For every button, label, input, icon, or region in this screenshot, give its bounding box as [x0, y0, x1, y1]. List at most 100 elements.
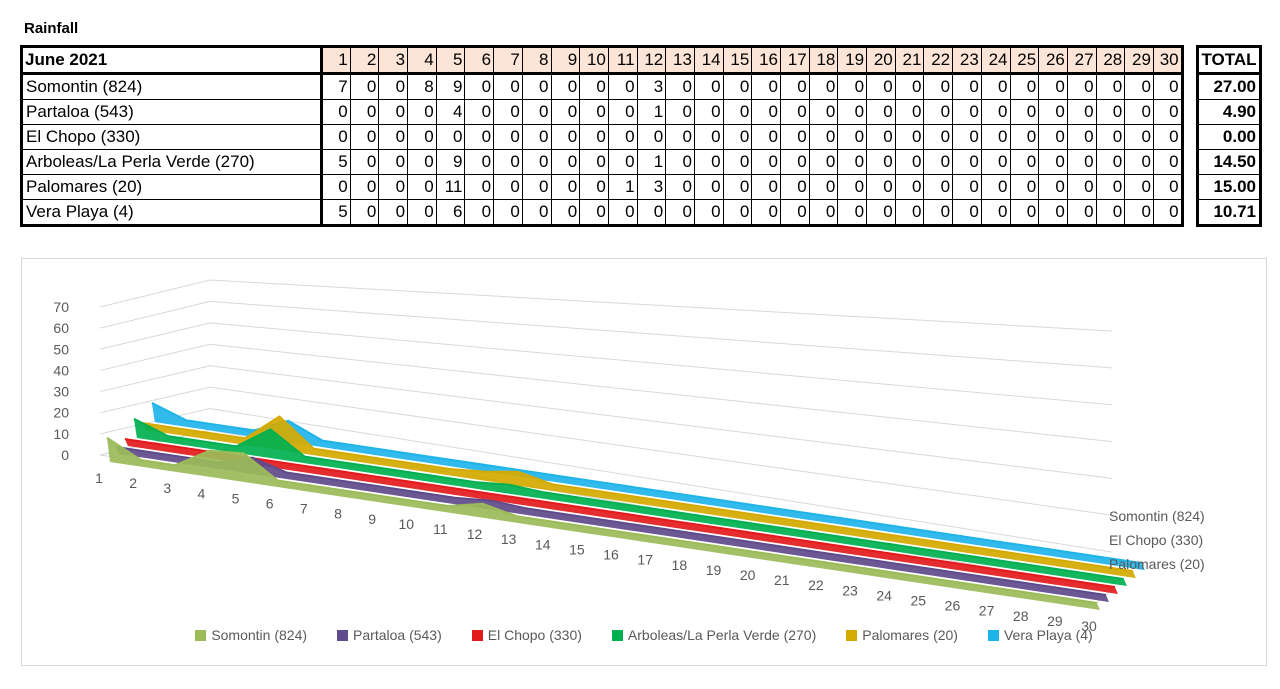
- rain-cell: 0: [550, 73, 581, 100]
- rain-cell: 0: [1066, 199, 1097, 226]
- rain-cell: 0: [378, 124, 409, 150]
- rain-cell: 0: [1124, 199, 1154, 226]
- rain-cell: 0: [693, 73, 724, 100]
- rain-cell: 0: [349, 199, 380, 226]
- x-tick-label: 15: [569, 541, 585, 557]
- rain-cell: 0: [980, 149, 1011, 175]
- rain-cell: 0: [866, 99, 896, 125]
- rain-cell: 0: [722, 124, 753, 150]
- rain-cell: 0: [980, 124, 1011, 150]
- rain-cell: 0: [349, 149, 380, 175]
- legend-label: Vera Playa (4): [1003, 627, 1093, 643]
- day-header: 19: [837, 46, 868, 75]
- rain-cell: 0: [579, 124, 609, 150]
- rain-cell: 0: [579, 149, 609, 175]
- rain-cell: 8: [407, 73, 437, 100]
- rainfall-table: June 2021 1 2 3 4 5 6 7 8 9 10 11 12 13 14 15 16 17 18 19 20…: [20, 45, 1184, 227]
- day-header: 1: [321, 46, 351, 75]
- total-row: 4.90: [1197, 99, 1261, 125]
- x-tick-label: 28: [1013, 608, 1029, 624]
- day-header: 6: [464, 46, 495, 75]
- chart-legend: Somontin (824) Partaloa (543) El Chopo (33…: [22, 627, 1266, 643]
- rain-cell: 0: [980, 73, 1011, 100]
- rain-cell: 0: [894, 199, 925, 226]
- rain-cell: 0: [607, 124, 638, 150]
- x-tick-label: 12: [467, 526, 483, 542]
- rain-cell: 1: [636, 99, 667, 125]
- rain-cell: 0: [665, 73, 695, 100]
- total-row: 15.00: [1197, 174, 1261, 200]
- x-tick-label: 11: [433, 521, 448, 537]
- rain-cell: 0: [693, 149, 724, 175]
- rain-cell: 0: [1095, 174, 1126, 200]
- day-header: 21: [894, 46, 925, 75]
- legend-label: Somontin (824): [211, 627, 308, 643]
- rain-cell: 0: [952, 124, 982, 150]
- legend-item: Vera Playa (4): [987, 627, 1093, 643]
- rain-cell: 0: [894, 124, 925, 150]
- rain-cell: 0: [751, 124, 781, 150]
- rain-cell: 0: [808, 149, 839, 175]
- rain-cell: 0: [493, 73, 523, 100]
- rain-cell: 0: [607, 149, 638, 175]
- rain-cell: 0: [923, 73, 954, 100]
- total-table: TOTAL 27.00 4.90 0.00 14.50 15.00 10.71: [1196, 45, 1262, 227]
- day-header: 7: [493, 46, 523, 75]
- legend-swatch: [987, 629, 999, 641]
- gridline: [99, 343, 1113, 443]
- rain-cell: 0: [894, 149, 925, 175]
- total-cell: 14.50: [1197, 149, 1261, 175]
- rain-cell: 0: [349, 124, 380, 150]
- rain-cell: 0: [1066, 99, 1097, 125]
- rain-cell: 0: [1152, 174, 1183, 200]
- rain-cell: 0: [1009, 73, 1040, 100]
- rain-cell: 5: [321, 199, 351, 226]
- rain-cell: 0: [521, 124, 552, 150]
- rain-cell: 5: [321, 149, 351, 175]
- rain-cell: 0: [407, 199, 437, 226]
- rain-cell: 0: [751, 174, 781, 200]
- rain-cell: 0: [751, 99, 781, 125]
- rain-cell: 0: [837, 149, 868, 175]
- rain-cell: 0: [866, 149, 896, 175]
- rain-cell: 0: [1009, 99, 1040, 125]
- gridline: [99, 365, 1113, 479]
- rain-cell: 0: [321, 174, 351, 200]
- day-header: 15: [722, 46, 753, 75]
- rain-cell: 0: [1038, 199, 1068, 226]
- x-tick-label: 4: [198, 485, 206, 501]
- x-tick-label: 8: [334, 506, 342, 522]
- x-tick-label: 2: [129, 475, 137, 491]
- rain-cell: 0: [1095, 73, 1126, 100]
- x-tick-label: 26: [945, 598, 961, 614]
- table-row: Palomares (20) 0 0 0 0 11 0 0 0 0 0 1 3 0 0 0 0 0 0 0 0 0 0 0 0 0…: [21, 174, 1183, 200]
- page-title: Rainfall: [24, 20, 79, 37]
- rain-cell: 0: [837, 174, 868, 200]
- rain-cell: 0: [780, 149, 810, 175]
- series-area-3: [133, 418, 1127, 587]
- rain-cell: 0: [923, 174, 954, 200]
- rain-cell: 0: [1124, 124, 1154, 150]
- rain-cell: 0: [722, 199, 753, 226]
- rain-cell: 0: [1009, 199, 1040, 226]
- rain-cell: 0: [464, 99, 495, 125]
- rain-cell: 0: [579, 174, 609, 200]
- rain-cell: 0: [1038, 73, 1068, 100]
- rain-cell: 0: [521, 99, 552, 125]
- total-cell: 4.90: [1197, 99, 1261, 125]
- legend-item: Somontin (824): [195, 627, 307, 643]
- rain-cell: 0: [579, 73, 609, 100]
- rain-cell: 0: [923, 149, 954, 175]
- depth-axis-label: Palomares (20): [1109, 556, 1205, 572]
- rain-cell: 0: [407, 99, 437, 125]
- station-name: Arboleas/La Perla Verde (270): [21, 149, 323, 175]
- rain-cell: 0: [980, 174, 1011, 200]
- rain-cell: 0: [550, 199, 581, 226]
- rain-cell: 0: [550, 124, 581, 150]
- day-header: 25: [1009, 46, 1040, 75]
- rain-cell: 0: [378, 174, 409, 200]
- rain-cell: 0: [751, 199, 781, 226]
- rain-cell: 0: [1152, 73, 1183, 100]
- x-tick-label: 9: [368, 511, 376, 527]
- rain-cell: 0: [1009, 124, 1040, 150]
